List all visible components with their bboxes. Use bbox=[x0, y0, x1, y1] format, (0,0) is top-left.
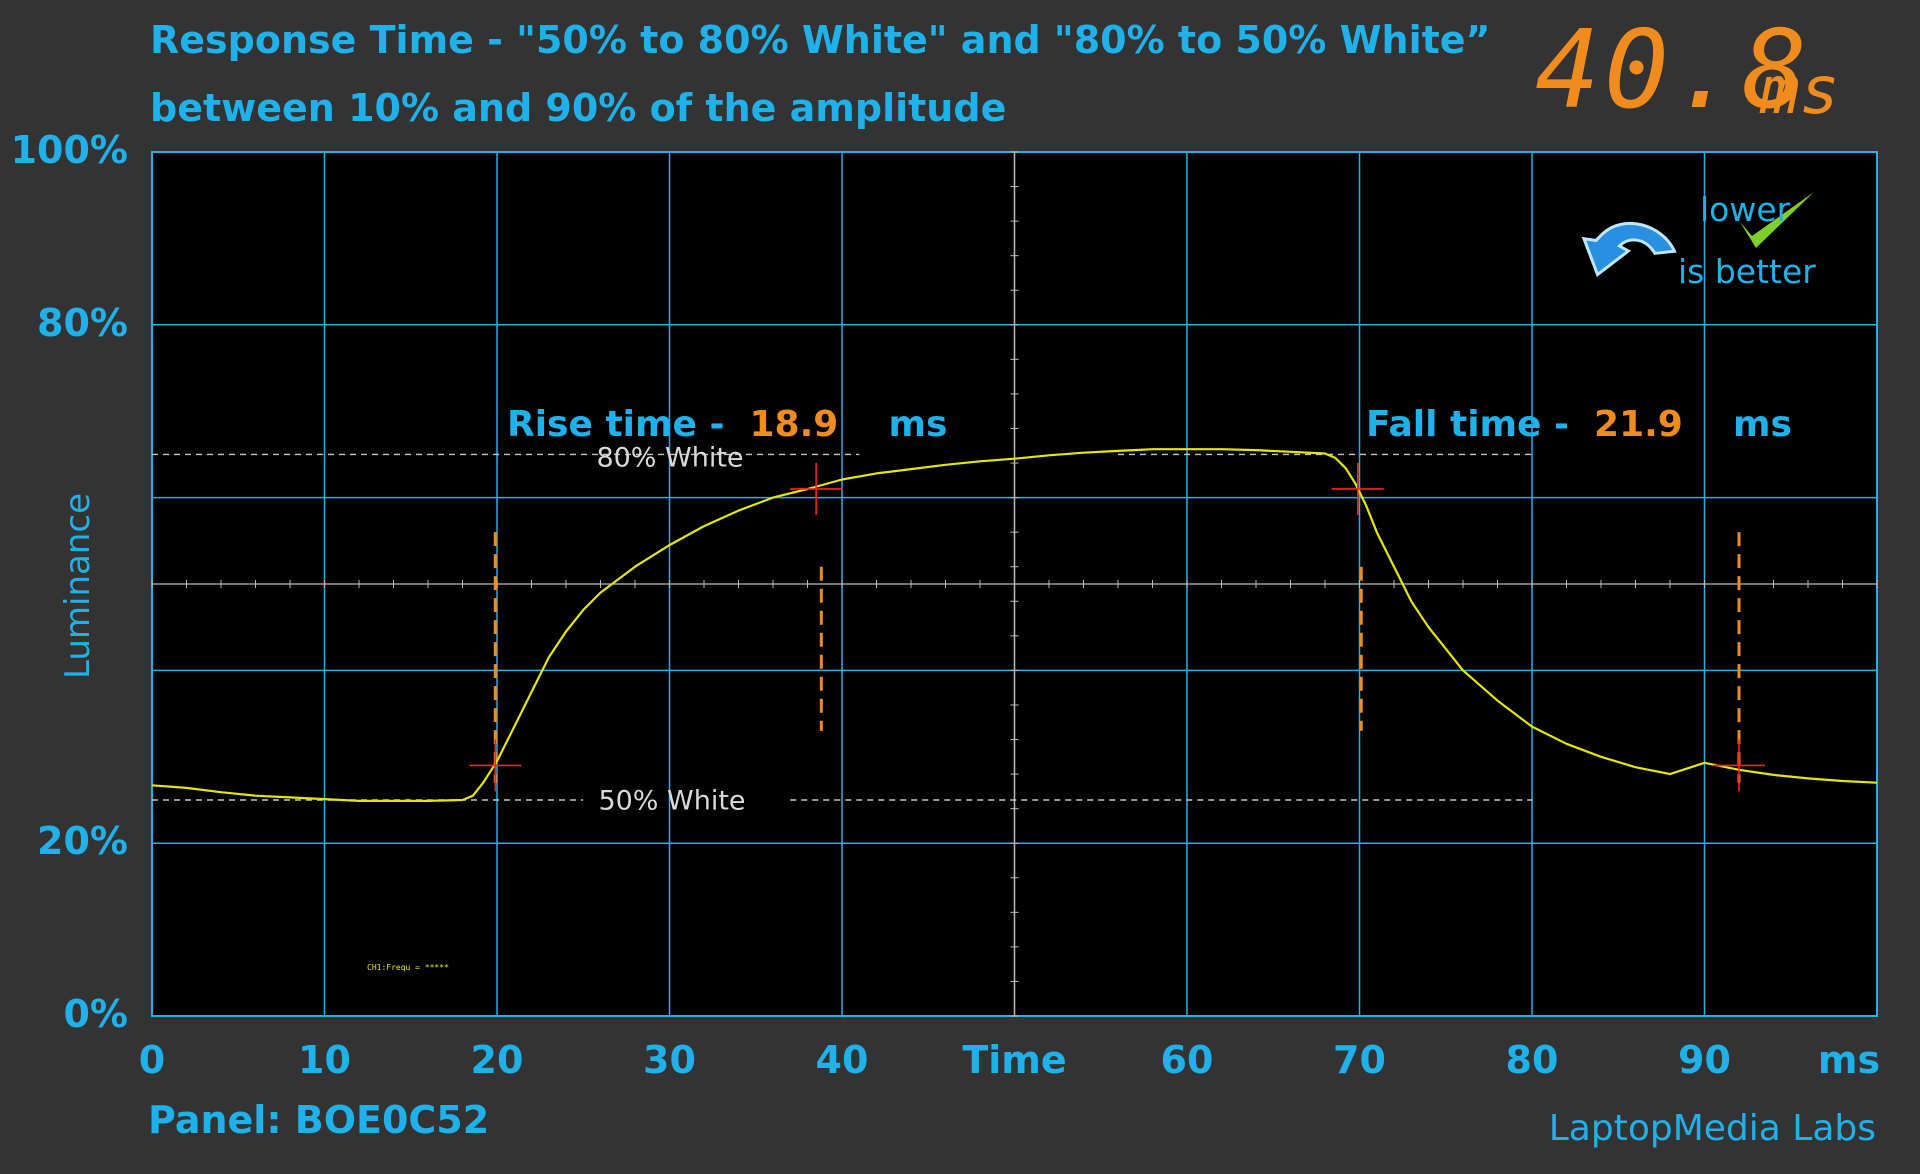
x-axis-title: Time bbox=[962, 1038, 1067, 1082]
badge-line-lower: lower bbox=[1700, 190, 1791, 229]
rise-time-label: Rise time - bbox=[507, 404, 725, 445]
x-tick-label: 30 bbox=[643, 1038, 696, 1082]
x-tick-label: 20 bbox=[470, 1038, 524, 1082]
chart-subtitle: between 10% and 90% of the amplitude bbox=[150, 86, 1007, 130]
fall-time-annotation: Fall time - 21.9 ms bbox=[1366, 404, 1792, 445]
ref-label-80-white: 80% White bbox=[596, 442, 744, 474]
panel-model: Panel: BOE0C52 bbox=[148, 1098, 490, 1142]
grid bbox=[151, 151, 1878, 1017]
x-tick-label: 90 bbox=[1678, 1038, 1731, 1082]
badge-line-is-better: is better bbox=[1678, 252, 1816, 291]
y-tick-label: 100% bbox=[10, 128, 128, 172]
x-tick-label: 70 bbox=[1333, 1038, 1386, 1082]
chart-title: Response Time - "50% to 80% White" and "… bbox=[150, 18, 1491, 62]
threshold-crosshairs bbox=[469, 462, 1765, 792]
channel-readout: CH1:Frequ = ***** bbox=[367, 963, 449, 972]
lower-is-better-badge bbox=[1581, 192, 1814, 278]
x-tick-label: 40 bbox=[815, 1038, 869, 1082]
brand-label: LaptopMedia Labs bbox=[1548, 1108, 1876, 1149]
total-response-value: 40.8 bbox=[1535, 8, 1812, 133]
rise-time-unit: ms bbox=[888, 404, 948, 445]
y-tick-label: 0% bbox=[63, 992, 128, 1036]
y-tick-label: 80% bbox=[37, 300, 128, 345]
rise-time-value: 18.9 bbox=[749, 404, 839, 445]
reference-lines bbox=[152, 453, 1532, 801]
fall-time-unit: ms bbox=[1733, 404, 1792, 445]
x-axis-unit: ms bbox=[1817, 1038, 1881, 1082]
green-check-icon bbox=[1740, 192, 1814, 248]
fall-time-label: Fall time - bbox=[1366, 404, 1569, 445]
rise-time-annotation: Rise time - 18.9 ms bbox=[507, 404, 947, 445]
ref-label-50-white: 50% White bbox=[598, 785, 746, 817]
x-tick-label: 60 bbox=[1160, 1038, 1214, 1082]
x-tick-label: 10 bbox=[298, 1038, 351, 1082]
y-axis-title: Luminance bbox=[58, 492, 98, 680]
x-tick-label: 0 bbox=[138, 1038, 166, 1082]
x-tick-label: 80 bbox=[1505, 1038, 1559, 1082]
luminance-trace bbox=[151, 448, 1878, 803]
total-response-unit: ms bbox=[1760, 52, 1840, 129]
fall-time-value: 21.9 bbox=[1594, 404, 1683, 445]
y-tick-label: 20% bbox=[37, 819, 128, 864]
blue-arrow-icon bbox=[1581, 222, 1677, 278]
